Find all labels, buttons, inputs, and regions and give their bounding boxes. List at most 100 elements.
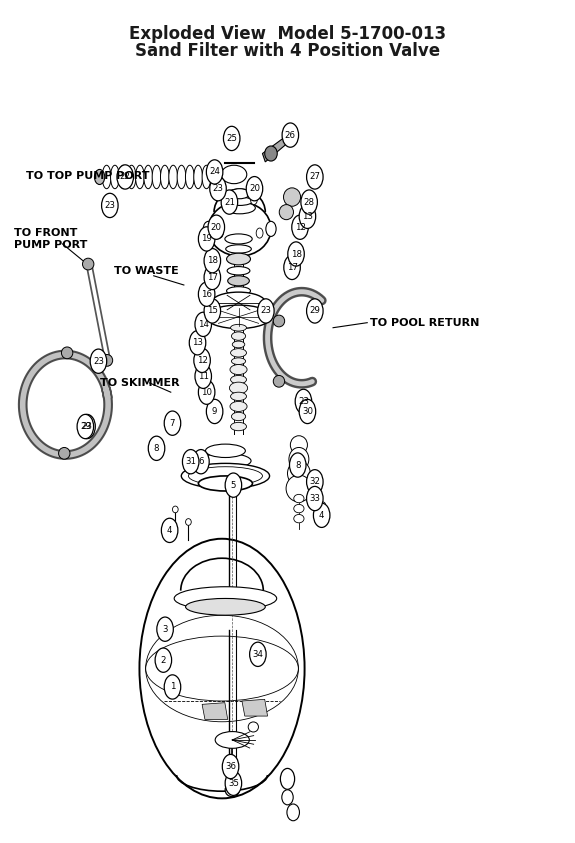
Ellipse shape [229,382,248,394]
Text: TO WASTE: TO WASTE [114,266,179,276]
Circle shape [162,518,178,543]
Ellipse shape [227,773,237,783]
Text: 27: 27 [309,173,320,181]
Ellipse shape [287,804,300,821]
Ellipse shape [231,349,247,357]
Text: 35: 35 [228,779,239,787]
Ellipse shape [231,412,246,421]
Text: 19: 19 [201,234,212,244]
Circle shape [224,126,240,151]
Circle shape [256,228,263,238]
Text: 6: 6 [198,457,204,466]
Circle shape [189,330,206,355]
Circle shape [222,195,229,205]
Text: 25: 25 [226,134,237,143]
Ellipse shape [224,202,255,214]
Text: 21: 21 [224,197,235,207]
Circle shape [204,266,221,290]
Ellipse shape [198,476,252,491]
Ellipse shape [189,467,262,485]
Ellipse shape [186,599,265,615]
Circle shape [155,648,171,673]
Ellipse shape [294,494,304,502]
Text: 20: 20 [249,184,260,193]
Circle shape [225,473,242,497]
Ellipse shape [231,332,246,341]
Circle shape [193,449,209,474]
Ellipse shape [227,287,251,295]
Ellipse shape [144,165,152,189]
Circle shape [90,349,107,373]
Ellipse shape [172,506,178,513]
Text: 1: 1 [170,683,175,691]
Ellipse shape [231,358,246,364]
Circle shape [216,228,223,238]
Text: 3: 3 [162,625,168,634]
Text: 8: 8 [154,443,159,453]
Ellipse shape [290,436,308,454]
Ellipse shape [203,222,213,236]
Ellipse shape [320,502,325,508]
Circle shape [295,389,312,414]
Ellipse shape [62,347,73,358]
Ellipse shape [248,722,258,732]
Ellipse shape [191,464,259,481]
Ellipse shape [286,475,312,502]
Circle shape [306,298,323,323]
Text: 23: 23 [82,422,93,431]
Text: TO POOL RETURN: TO POOL RETURN [370,318,480,328]
Ellipse shape [227,309,250,317]
Circle shape [77,415,94,438]
Text: 23: 23 [213,184,224,193]
Text: Sand Filter with 4 Position Valve: Sand Filter with 4 Position Valve [135,42,440,61]
Circle shape [164,675,181,699]
Text: 15: 15 [207,307,218,315]
Circle shape [148,436,165,460]
Ellipse shape [177,165,186,189]
Ellipse shape [230,364,247,374]
Ellipse shape [152,165,161,189]
Circle shape [79,415,95,438]
Text: 29: 29 [309,307,320,315]
Ellipse shape [140,539,305,798]
Ellipse shape [232,341,245,348]
Ellipse shape [119,165,128,189]
Circle shape [198,380,215,405]
Ellipse shape [225,783,239,797]
Text: 17: 17 [207,273,218,282]
Circle shape [195,312,212,336]
Ellipse shape [230,401,247,411]
Ellipse shape [282,790,293,805]
Ellipse shape [110,165,119,189]
Text: 29: 29 [80,422,91,431]
Ellipse shape [194,165,202,189]
Ellipse shape [273,375,285,387]
Circle shape [117,165,133,189]
Text: 34: 34 [252,650,263,659]
Text: 36: 36 [225,762,236,771]
Text: 14: 14 [198,319,209,329]
Circle shape [292,215,308,239]
Circle shape [250,642,266,667]
Text: 11: 11 [198,372,209,381]
Text: 23: 23 [104,201,116,210]
Circle shape [182,449,199,474]
Circle shape [258,298,274,323]
Polygon shape [242,700,267,716]
Ellipse shape [202,165,211,189]
Text: 12: 12 [294,223,305,232]
Ellipse shape [102,165,111,189]
Circle shape [299,400,316,423]
Circle shape [251,195,258,205]
Ellipse shape [174,587,277,610]
Ellipse shape [227,253,251,265]
Ellipse shape [273,315,285,327]
Text: 20: 20 [211,223,222,232]
Circle shape [157,617,173,642]
Circle shape [288,242,304,266]
Text: 13: 13 [302,212,313,221]
Ellipse shape [225,234,252,244]
Text: 23: 23 [298,397,309,405]
Ellipse shape [181,464,270,488]
Text: 10: 10 [201,388,212,397]
